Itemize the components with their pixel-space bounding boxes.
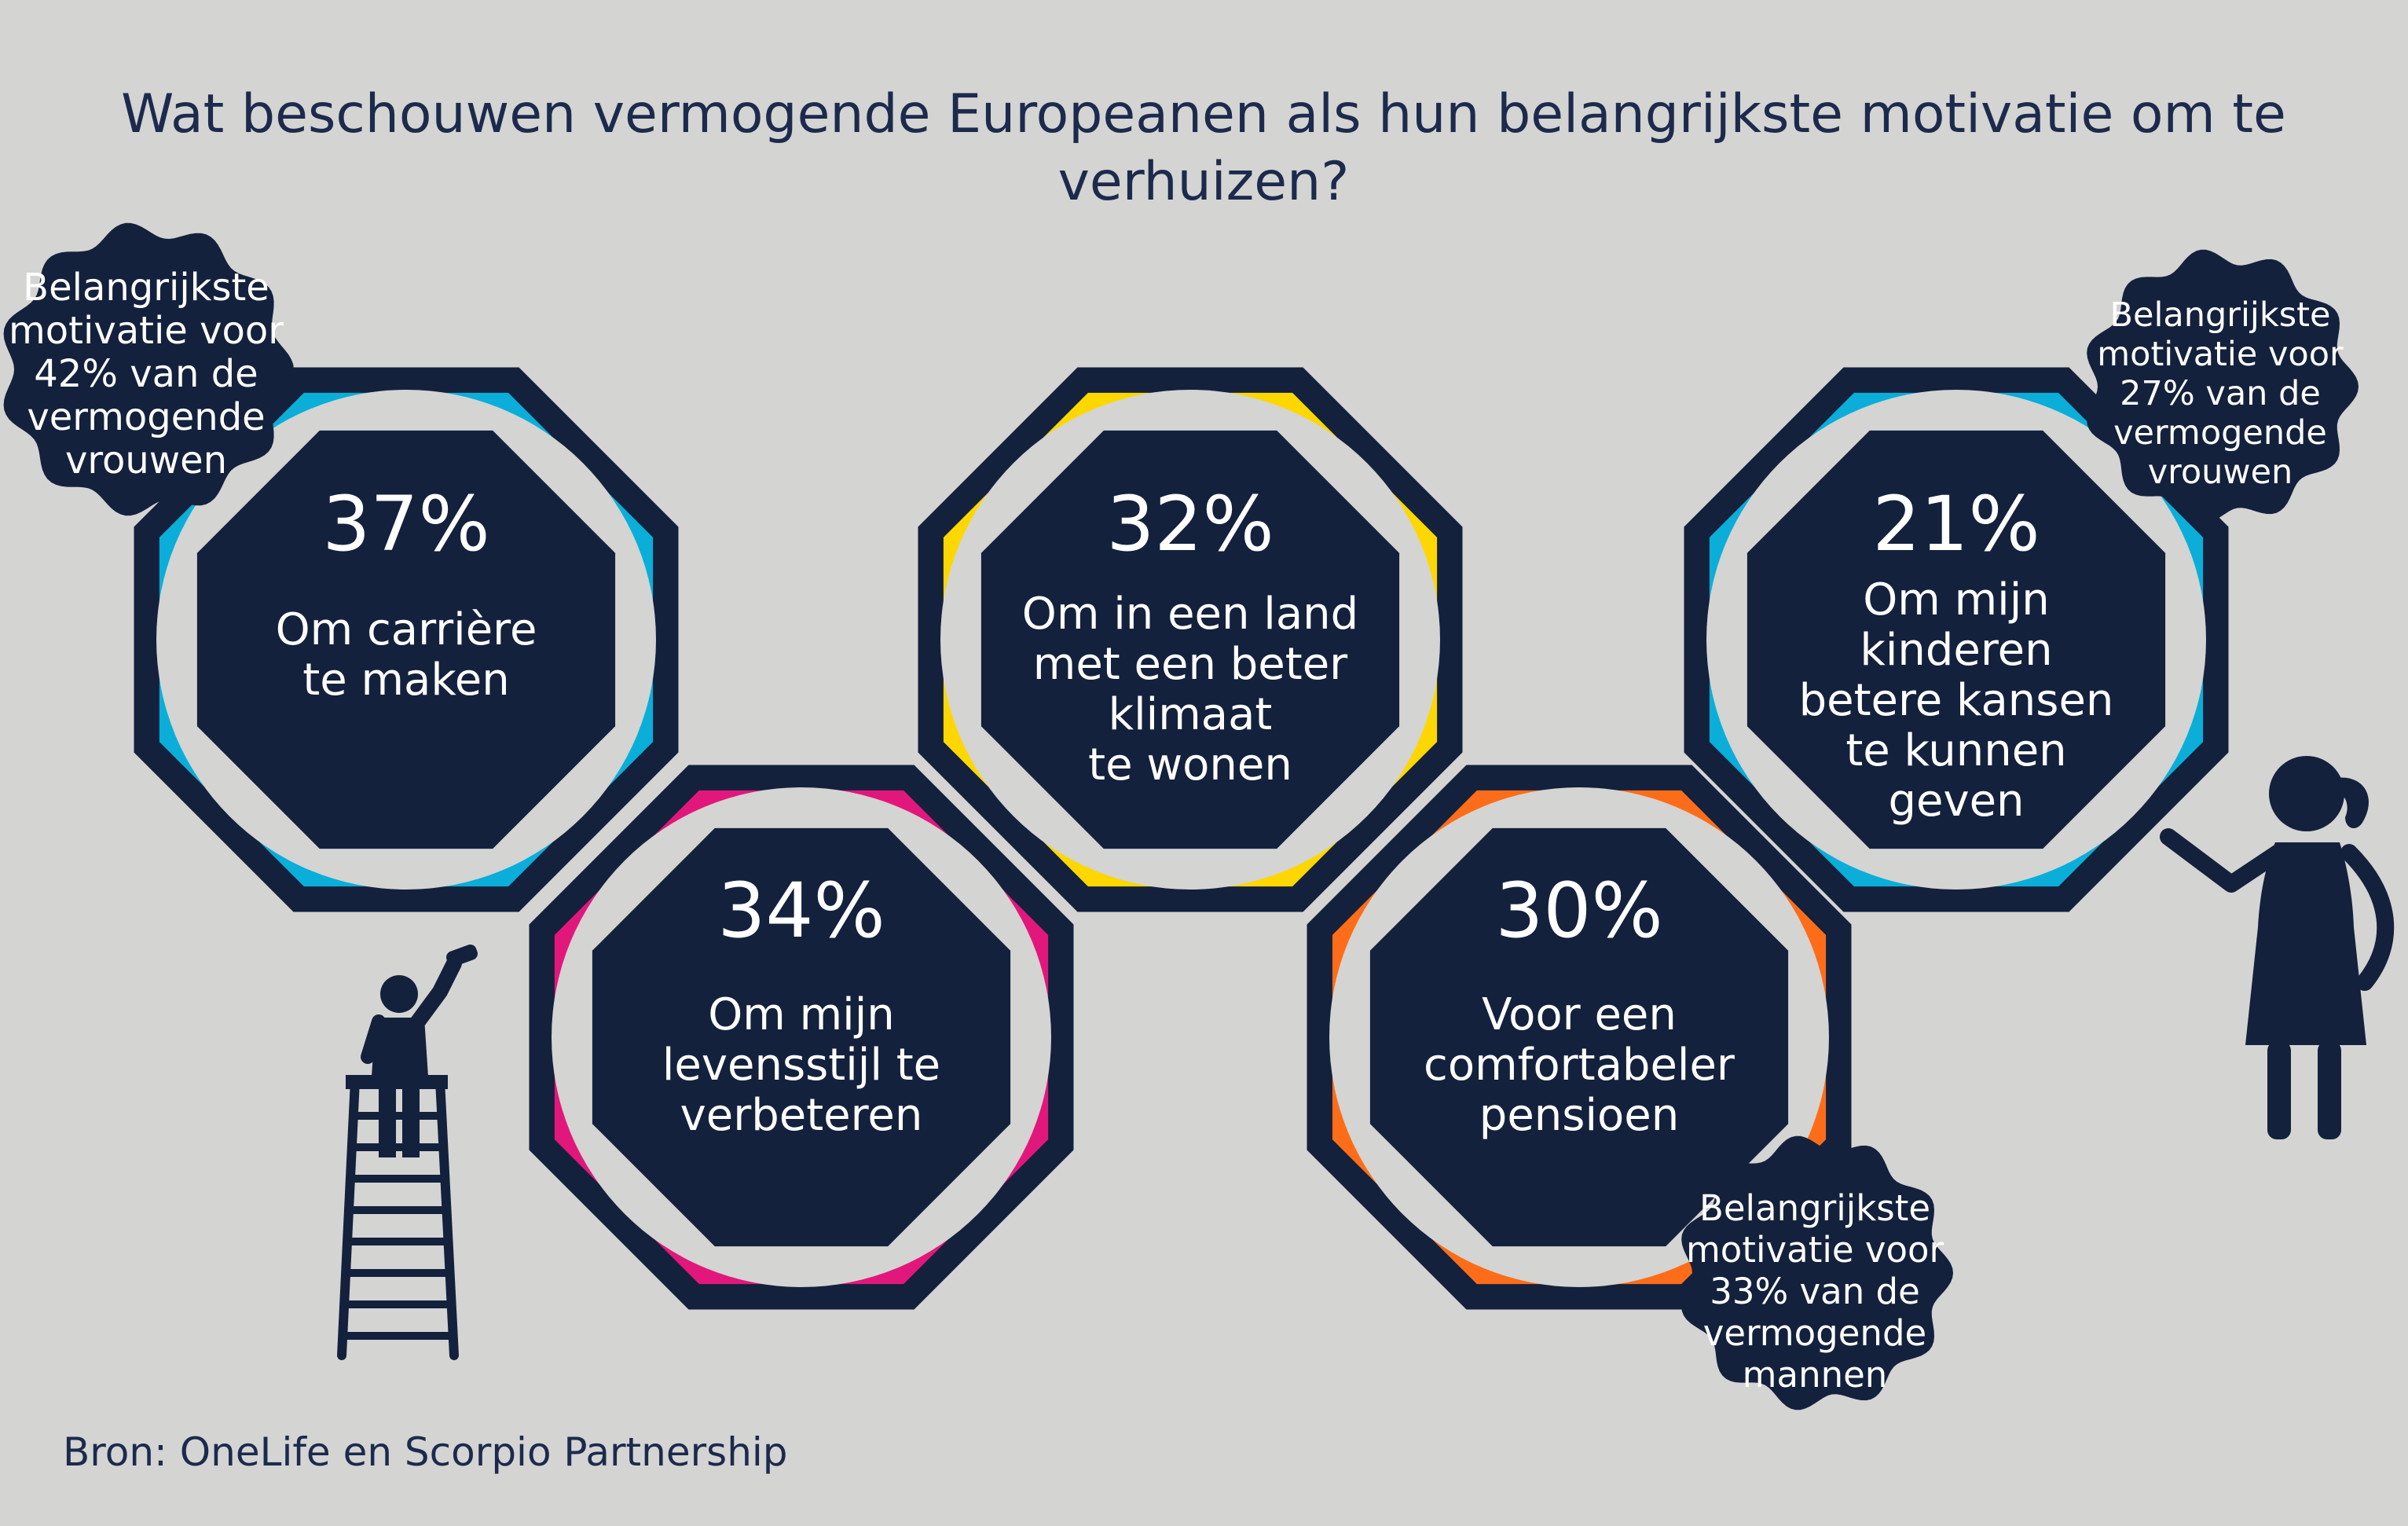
title-line-2: verhuizen? [1058,151,1350,213]
badge-text-line: vermogende [2113,413,2327,453]
motivation-label-line: te wonen [1088,739,1292,791]
badge-text-line: vermogende [27,395,265,439]
badge-text-line: vermogende [1703,1312,1926,1354]
badge-text-line: vrouwen [65,438,227,482]
motivation-label-line: verbeteren [680,1090,923,1141]
motivation-percent: 34% [717,867,885,955]
octagon-inner [592,827,1011,1247]
octagon-inner [980,430,1400,849]
painter-on-ladder-icon [337,945,478,1360]
badge-text-line: motivatie voor [1686,1229,1944,1271]
octagon-inner [196,430,616,849]
motivation-label-line: Om carrière [276,604,537,655]
badge-text-line: vrouwen [2148,453,2293,492]
badge-text-line: mannen [1743,1354,1888,1396]
motivation-label-line: Voor een [1482,989,1677,1040]
badge-text-line: Belangrijkste [2110,295,2331,335]
motivation-label-line: pensioen [1479,1090,1679,1141]
motivation-label-line: te maken [302,655,509,706]
octagon-inner [1369,827,1789,1247]
motivation-label-line: klimaat [1109,689,1273,740]
motivation-label-line: Om mijn [708,989,895,1040]
motivation-label-line: kinderen [1860,625,2052,676]
motivation-percent: 21% [1872,480,2040,568]
motivation-label-line: Om mijn [1863,574,2050,625]
title-line-1: Wat beschouwen vermogende Europeanen als… [121,83,2286,145]
motivation-percent: 37% [322,480,489,568]
badge-seal-shape [2087,249,2359,524]
motivation-percent: 30% [1495,867,1662,955]
girl-painting-icon [2160,756,2395,1139]
motivation-label-line: comfortabeler [1424,1040,1735,1091]
motivation-label-line: Om in een land [1022,589,1358,640]
badge-text-line: 33% van de [1710,1271,1920,1312]
badge-text-line: Belangrijkste [23,266,269,310]
source-note: Bron: OneLife en Scorpio Partnership [63,1429,788,1475]
badge-text-line: motivatie voor [2097,335,2344,374]
badge-seal-shape [1681,1135,1953,1410]
motivation-label-line: levensstijl te [662,1040,940,1091]
badge-seal-shape [3,222,294,516]
badge-text-line: Belangrijkste [1699,1187,1930,1229]
motivation-label-line: met een beter [1033,639,1348,690]
octagon-inner [1746,430,2166,849]
badge-text-line: motivatie voor [9,309,284,353]
motivation-label-line: betere kansen [1799,675,2114,726]
badge-text-line: 42% van de [34,352,258,396]
motivation-label-line: geven [1888,776,2024,827]
motivation-percent: 32% [1106,480,1274,568]
badge-text-line: 27% van de [2120,374,2321,413]
motivation-label-line: te kunnen [1845,725,2066,776]
